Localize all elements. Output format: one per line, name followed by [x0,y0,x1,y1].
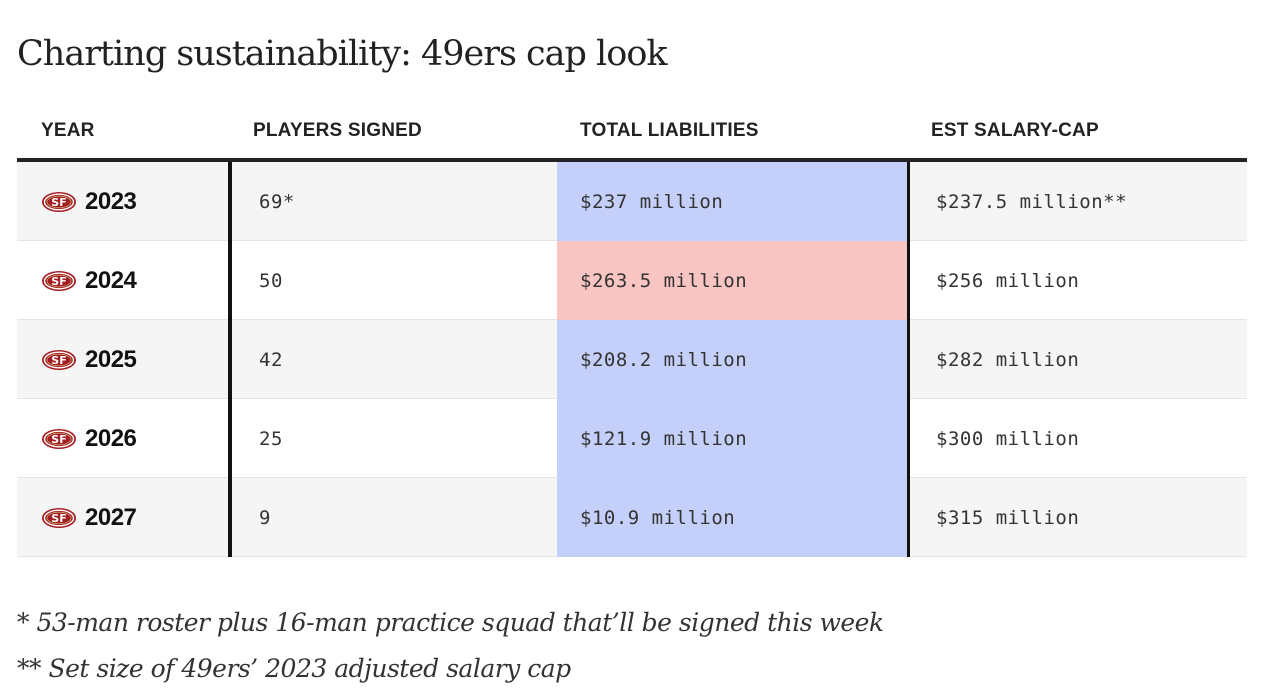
players-signed-value: 42 [259,348,283,371]
table-header: YEAR PLAYERS SIGNED TOTAL LIABILITIES ES… [17,100,1247,162]
est-salary-cap-value: $315 million [936,506,1080,529]
year-value: 2025 [85,345,137,373]
49ers-logo-icon: SF [42,349,76,370]
49ers-logo-icon: SF [42,270,76,291]
players-signed-cell: 25 [228,399,556,478]
header-est-salary-cap: EST SALARY-CAP [931,120,1099,141]
year-cell: SF 2025 [17,320,228,399]
players-signed-value: 69* [259,190,295,213]
total-liabilities-cell: $263.5 million [557,241,907,320]
est-salary-cap-value: $256 million [936,269,1080,292]
svg-text:SF: SF [51,196,66,209]
header-year: YEAR [41,120,95,141]
total-liabilities-cell: $208.2 million [557,320,907,399]
table-row: SF 2027 9 $10.9 million $315 million [17,478,1247,557]
est-salary-cap-value: $300 million [936,427,1080,450]
est-salary-cap-value: $237.5 million** [936,190,1128,213]
year-cell: SF 2026 [17,399,228,478]
total-liabilities-value: $237 million [580,190,724,213]
players-signed-value: 25 [259,427,283,450]
year-cell: SF 2027 [17,478,228,557]
total-liabilities-cell: $10.9 million [557,478,907,557]
year-cell: SF 2024 [17,241,228,320]
header-total-liabilities: TOTAL LIABILITIES [580,120,759,141]
est-salary-cap-cell: $300 million [907,399,1247,478]
total-liabilities-value: $121.9 million [580,427,748,450]
page-title: Charting sustainability: 49ers cap look [17,34,668,74]
est-salary-cap-cell: $315 million [907,478,1247,557]
cap-table: YEAR PLAYERS SIGNED TOTAL LIABILITIES ES… [17,100,1247,557]
svg-text:SF: SF [51,433,66,446]
players-signed-cell: 42 [228,320,556,399]
total-liabilities-cell: $121.9 million [557,399,907,478]
players-signed-cell: 9 [228,478,556,557]
total-liabilities-value: $208.2 million [580,348,748,371]
year-value: 2027 [85,503,137,531]
svg-text:SF: SF [51,512,66,525]
footnote: ** Set size of 49ers’ 2023 adjusted sala… [17,654,571,683]
table-row: SF 2026 25 $121.9 million $300 million [17,399,1247,478]
year-cell: SF 2023 [17,162,228,241]
table-row: SF 2025 42 $208.2 million $282 million [17,320,1247,399]
est-salary-cap-cell: $282 million [907,320,1247,399]
total-liabilities-value: $10.9 million [580,506,736,529]
year-value: 2023 [85,187,137,215]
est-salary-cap-value: $282 million [936,348,1080,371]
49ers-logo-icon: SF [42,507,76,528]
table-row: SF 2023 69* $237 million $237.5 million*… [17,162,1247,241]
year-value: 2024 [85,266,137,294]
footnotes: * 53-man roster plus 16-man practice squ… [17,600,884,692]
footnote: * 53-man roster plus 16-man practice squ… [17,608,884,637]
header-players-signed: PLAYERS SIGNED [253,120,422,141]
49ers-logo-icon: SF [42,191,76,212]
year-value: 2026 [85,424,137,452]
est-salary-cap-cell: $237.5 million** [907,162,1247,241]
svg-text:SF: SF [51,354,66,367]
total-liabilities-value: $263.5 million [580,269,748,292]
table-row: SF 2024 50 $263.5 million $256 million [17,241,1247,320]
est-salary-cap-cell: $256 million [907,241,1247,320]
players-signed-value: 9 [259,506,271,529]
players-signed-cell: 50 [228,241,556,320]
total-liabilities-cell: $237 million [557,162,907,241]
49ers-logo-icon: SF [42,428,76,449]
players-signed-cell: 69* [228,162,556,241]
svg-text:SF: SF [51,275,66,288]
players-signed-value: 50 [259,269,283,292]
